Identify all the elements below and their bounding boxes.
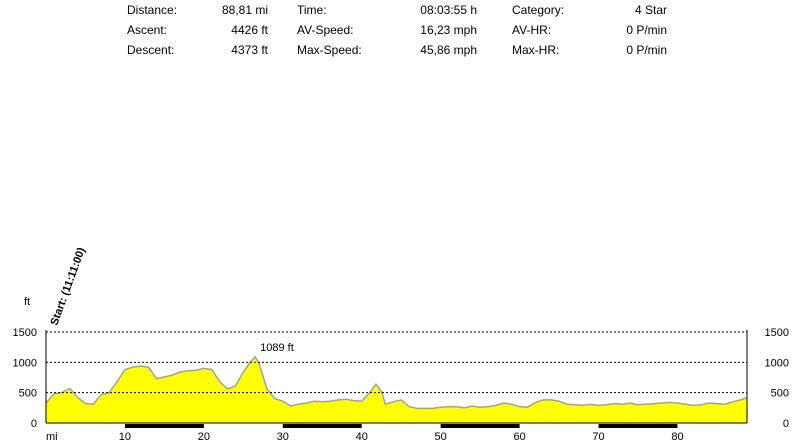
stat-label: Descent:	[127, 43, 175, 57]
stat-value: 08:03:55 h	[420, 3, 477, 17]
x-tick-label: 30	[277, 431, 289, 443]
y-tick-label-right: 1000	[765, 357, 789, 369]
y-tick-label-left: 1500	[13, 327, 37, 339]
stat-label: AV-HR:	[512, 23, 552, 37]
stat-label: Distance:	[127, 3, 178, 17]
y-tick-label-left: 1000	[13, 357, 37, 369]
x-tick-label: 60	[513, 431, 525, 443]
x-tick-label: 80	[671, 431, 683, 443]
distance-scale-bar	[598, 424, 678, 428]
start-time-label: Start: (11:11:00)	[49, 246, 88, 327]
y-axis-unit-label: ft	[24, 296, 30, 308]
y-tick-label-right: 0	[783, 418, 789, 430]
x-tick-label: 50	[435, 431, 447, 443]
distance-scale-bar	[124, 424, 204, 428]
stat-value: 16,23 mph	[420, 23, 477, 37]
elevation-line	[45, 355, 748, 410]
stat-label: Max-HR:	[512, 43, 560, 57]
stat-value: 4 Star	[634, 3, 667, 17]
x-tick-label: 40	[356, 431, 368, 443]
y-tick-label-right: 1500	[765, 327, 789, 339]
x-tick-label: 70	[592, 431, 604, 443]
stat-label: AV-Speed:	[297, 23, 354, 37]
stat-value: 0 P/min	[626, 43, 667, 57]
stat-value: 0 P/min	[626, 23, 667, 37]
stat-value: 4426 ft	[231, 23, 268, 37]
y-tick-label-right: 500	[771, 388, 789, 400]
x-axis-unit-label: mi	[46, 431, 58, 443]
elevation-area	[46, 356, 747, 423]
y-tick-label-left: 500	[19, 388, 37, 400]
stat-label: Category:	[512, 3, 565, 17]
y-tick-label-left: 0	[31, 418, 37, 430]
stat-value: 88,81 mi	[221, 3, 268, 17]
stat-value: 45,86 mph	[420, 43, 477, 57]
max-elevation-label: 1089 ft	[260, 342, 294, 354]
x-tick-label: 10	[119, 431, 131, 443]
distance-scale-bar	[282, 424, 362, 428]
x-tick-label: 20	[198, 431, 210, 443]
stat-label: Ascent:	[127, 23, 168, 37]
stat-value: 4373 ft	[231, 43, 268, 57]
stat-label: Time:	[297, 3, 327, 17]
stat-label: Max-Speed:	[297, 43, 362, 57]
distance-scale-bar	[440, 424, 520, 428]
